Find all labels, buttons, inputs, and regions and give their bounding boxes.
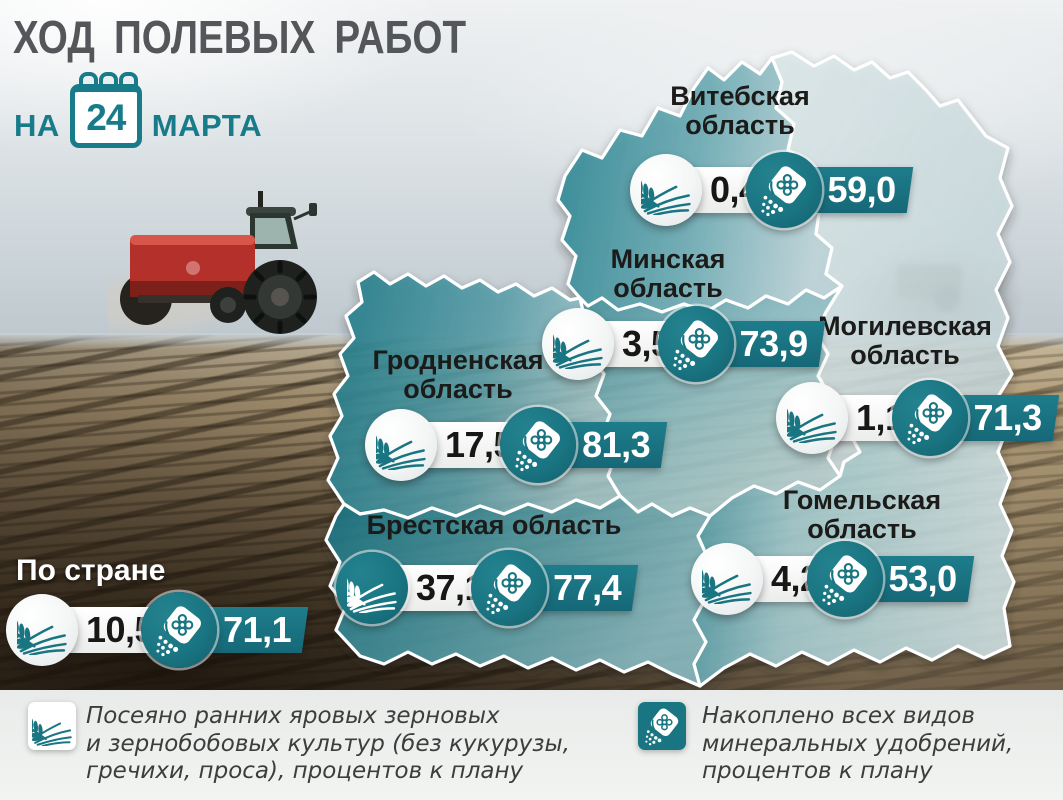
fertilizer-value: 71,3 <box>973 397 1043 438</box>
infographic-title: ХОД ПОЛЕВЫХ РАБОТ <box>13 11 467 63</box>
legend-fertilizer-icon <box>638 702 686 750</box>
region-stats-minsk: 3,5 73,9 <box>542 306 822 382</box>
legend-line: и зернобобовых культур (без кукурузы, <box>86 730 570 757</box>
wheat-field-icon <box>787 407 837 443</box>
sown-badge <box>691 543 763 615</box>
date-badge: НА 24 МАРТА <box>14 72 262 148</box>
fertilizer-value: 77,4 <box>553 567 622 608</box>
fertilizer-sack-icon <box>486 564 532 615</box>
wheat-field-icon <box>702 568 752 604</box>
sown-badge <box>776 382 848 454</box>
region-label-gomel: Гомельская область <box>783 486 941 544</box>
region-name-line1: Брестская область <box>366 510 622 540</box>
legend-sown-icon <box>28 702 76 750</box>
sown-badge <box>365 409 437 481</box>
fertilizer-sack-icon <box>156 606 202 657</box>
tractor-photo <box>78 183 340 345</box>
fertilizer-value-pill: 77,4 <box>513 565 635 611</box>
region-label-minsk: Минская область <box>611 245 726 303</box>
fertilizer-value-pill: 59,0 <box>788 167 910 213</box>
wheat-field-icon <box>17 619 67 655</box>
legend-line: минеральных удобрений, <box>702 730 1014 757</box>
fertilizer-sack-icon <box>907 394 952 445</box>
legend-line: гречихи, проса), процентов к плану <box>86 758 524 784</box>
sown-badge <box>336 552 408 624</box>
region-label-grodno: Гродненская область <box>373 346 544 404</box>
fertilizer-badge <box>806 541 883 617</box>
fertilizer-value: 71,1 <box>223 609 292 650</box>
region-stats-grodno: 17,5 81,3 <box>365 407 664 483</box>
sown-badge <box>630 154 702 226</box>
region-name-line1: Минская <box>610 244 726 274</box>
sown-badge <box>542 308 614 380</box>
wheat-field-icon <box>553 333 603 369</box>
country-stats: 10,5 71,1 <box>6 592 305 668</box>
wheat-field-icon <box>32 717 72 746</box>
region-name-line2: область <box>850 340 960 370</box>
fertilizer-value: 53,0 <box>888 558 958 599</box>
region-stats-gomel: 4,2 53,0 <box>691 541 971 617</box>
fertilizer-value-pill: 71,1 <box>183 607 305 653</box>
date-prefix: НА <box>14 108 60 143</box>
calendar-body: 24 <box>69 84 142 148</box>
fertilizer-badge <box>471 550 548 626</box>
fertilizer-sack-icon <box>673 320 718 371</box>
fertilizer-badge <box>657 306 734 382</box>
wheat-field-icon <box>376 434 426 470</box>
region-stats-brest: 37,1 77,4 <box>336 550 635 626</box>
fertilizer-value-pill: 53,0 <box>849 556 971 602</box>
wheat-field-icon <box>347 577 397 613</box>
region-stats-vitebsk: 0,4 59,0 <box>630 152 910 228</box>
fertilizer-value-pill: 81,3 <box>542 422 664 468</box>
fertilizer-value-pill: 73,9 <box>700 321 822 367</box>
country-label: По стране <box>16 554 166 587</box>
fertilizer-value: 73,9 <box>739 323 809 364</box>
fertilizer-sack-icon <box>645 708 679 746</box>
legend-line: Посеяно ранних яровых зерновых <box>86 703 500 729</box>
legend-sown-text: Посеяно ранних яровых зерновых и зернобо… <box>86 703 570 786</box>
fertilizer-value: 81,3 <box>582 424 651 465</box>
region-name-line1: Могилевская <box>818 311 992 341</box>
fertilizer-sack-icon <box>761 166 806 217</box>
legend-line: Накоплено всех видов <box>702 703 975 729</box>
region-name-line1: Гомельская <box>782 485 942 515</box>
legend-line: процентов к плану <box>702 758 933 784</box>
fertilizer-badge <box>500 407 577 483</box>
fertilizer-sack-icon <box>515 421 561 472</box>
region-label-vitebsk: Витебская область <box>670 82 810 140</box>
region-stats-mogilev: 1,1 71,3 <box>776 380 1056 456</box>
calendar-day: 24 <box>86 96 126 138</box>
calendar-icon: 24 <box>69 72 142 148</box>
region-name-line1: Витебская <box>670 81 810 111</box>
region-name-line1: Гродненская <box>372 345 544 375</box>
region-label-mogilev: Могилевская область <box>818 312 992 370</box>
fertilizer-badge <box>745 152 822 228</box>
date-month: МАРТА <box>151 108 263 143</box>
fertilizer-value-pill: 71,3 <box>934 395 1056 441</box>
sown-badge <box>6 594 78 666</box>
fertilizer-value: 59,0 <box>827 169 897 210</box>
legend-footer: Посеяно ранних яровых зерновых и зернобо… <box>0 690 1063 800</box>
region-name-line2: область <box>613 273 723 303</box>
fertilizer-badge <box>891 380 968 456</box>
fertilizer-sack-icon <box>822 555 867 606</box>
region-name-line2: область <box>807 514 917 544</box>
legend-fertilizer-text: Накоплено всех видов минеральных удобрен… <box>702 703 1013 786</box>
region-label-brest: Брестская область <box>367 511 622 540</box>
wheat-field-icon <box>641 179 691 215</box>
fertilizer-badge <box>141 592 218 668</box>
region-name-line2: область <box>403 374 513 404</box>
region-name-line2: область <box>685 110 795 140</box>
